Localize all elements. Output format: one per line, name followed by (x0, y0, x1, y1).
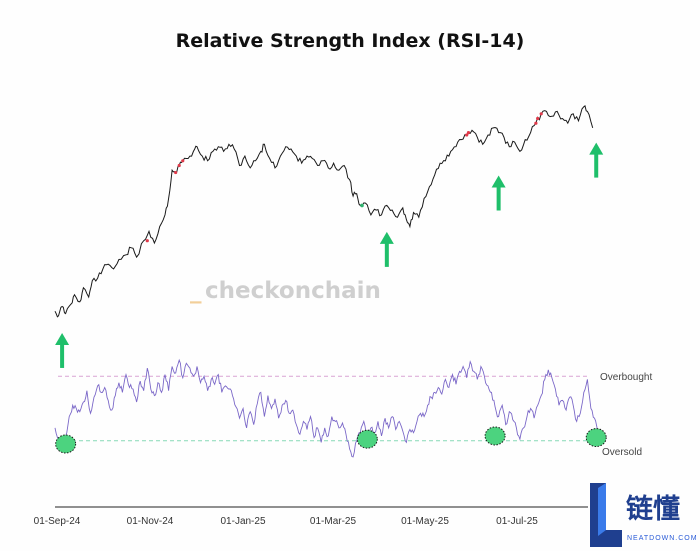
x-tick-label: 01-Mar-25 (310, 516, 357, 527)
x-tick-label: 01-Jul-25 (496, 516, 538, 527)
buy-arrow-icon (379, 231, 394, 267)
buy-arrows (55, 142, 604, 368)
price-line-group (54, 105, 594, 318)
arrow-head (379, 231, 394, 244)
price-overbought-marker (465, 133, 469, 137)
watermark-text: checkonchain (205, 278, 381, 304)
price-overbought-marker (534, 121, 538, 125)
price-oversold-marker (360, 203, 364, 208)
price-line (54, 105, 594, 318)
watermark: _ checkonchain (190, 278, 381, 304)
arrow-shaft (496, 186, 501, 211)
buy-arrow-icon (589, 142, 604, 178)
x-axis: 01-Sep-24 01-Nov-24 01-Jan-25 01-Mar-25 01-M… (34, 506, 588, 527)
buy-arrow-icon (491, 175, 506, 211)
rsi-line-group (54, 358, 599, 458)
logo-chinese-text: 链懂 (626, 493, 680, 525)
price-overbought-marker (174, 170, 178, 175)
price-overbought-marker (539, 112, 543, 116)
watermark-dash: _ (190, 278, 202, 304)
buy-arrow-icon (55, 332, 70, 368)
neatdown-logo: 链懂 NEATDOWN.COM (590, 483, 698, 547)
chart-title: Relative Strength Index (RSI-14) (176, 30, 525, 52)
oversold-circles (55, 426, 607, 454)
arrow-head (55, 332, 70, 345)
oversold-circle (356, 429, 378, 449)
arrow-shaft (60, 343, 65, 368)
price-overbought-marker (177, 163, 181, 168)
rsi-line (54, 358, 599, 458)
logo-mark-shade-icon (598, 483, 606, 536)
oversold-label: Oversold (602, 447, 642, 458)
price-overbought-marker (466, 131, 471, 135)
arrow-shaft (594, 153, 599, 178)
arrow-head (589, 142, 604, 155)
oversold-circle (585, 428, 607, 448)
x-tick-label: 01-Nov-24 (127, 516, 174, 527)
x-tick-label: 01-Sep-24 (34, 516, 81, 527)
price-overbought-marker (145, 239, 149, 243)
x-tick-label: 01-Jan-25 (220, 516, 265, 527)
x-tick-label: 01-May-25 (401, 516, 449, 527)
arrow-head (491, 175, 506, 188)
oversold-circle (55, 434, 77, 454)
price-overbought-marker (536, 116, 540, 121)
overbought-label: Overbought (600, 372, 652, 383)
price-overbought-marker (181, 159, 185, 163)
arrow-shaft (384, 242, 389, 267)
oversold-circle (484, 426, 506, 446)
logo-english-text: NEATDOWN.COM (627, 535, 698, 542)
